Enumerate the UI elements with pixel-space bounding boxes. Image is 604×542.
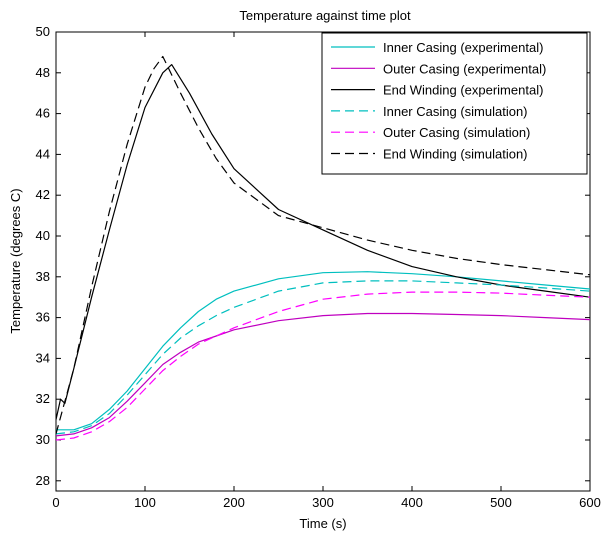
- y-tick-label: 30: [36, 432, 50, 447]
- legend-label: Inner Casing (experimental): [383, 40, 543, 55]
- y-tick-label: 36: [36, 310, 50, 325]
- y-tick-label: 34: [36, 350, 50, 365]
- series-line-3: [55, 63, 591, 420]
- legend-label: End Winding (experimental): [383, 83, 543, 98]
- y-tick-label: 48: [36, 65, 50, 80]
- series-line-6: [55, 55, 591, 435]
- x-tick-label: 0: [52, 495, 59, 510]
- x-tick-label: 300: [312, 495, 334, 510]
- y-tick-label: 46: [36, 106, 50, 121]
- y-tick-label: 50: [36, 24, 50, 39]
- series-group: [55, 55, 591, 441]
- y-axis: 28 30 32 34 36 38 40 42 44 46 48 50: [36, 24, 590, 488]
- y-tick-label: 42: [36, 187, 50, 202]
- legend-label: Inner Casing (simulation): [383, 104, 528, 119]
- x-tick-label: 200: [223, 495, 245, 510]
- chart-title: Temperature against time plot: [239, 8, 411, 23]
- x-tick-label: 500: [490, 495, 512, 510]
- legend-label: Outer Casing (experimental): [383, 61, 546, 76]
- y-axis-label: Temperature (degrees C): [8, 188, 23, 333]
- y-tick-label: 28: [36, 473, 50, 488]
- series-line-5: [55, 291, 591, 441]
- series-line-4: [55, 280, 591, 435]
- legend-box: [321, 32, 588, 175]
- y-tick-label: 38: [36, 269, 50, 284]
- legend-label: Outer Casing (simulation): [383, 125, 530, 140]
- y-tick-label: 32: [36, 391, 50, 406]
- legend: Inner Casing (experimental) Outer Casing …: [321, 32, 588, 175]
- series-line-2: [55, 312, 591, 437]
- x-tick-label: 100: [134, 495, 156, 510]
- y-tick-label: 40: [36, 228, 50, 243]
- x-tick-label: 400: [401, 495, 423, 510]
- legend-label: End Winding (simulation): [383, 147, 528, 162]
- y-tick-label: 44: [36, 146, 50, 161]
- legend-items: Inner Casing (experimental) Outer Casing …: [331, 40, 546, 162]
- x-axis-label: Time (s): [299, 516, 346, 531]
- x-tick-label: 600: [579, 495, 601, 510]
